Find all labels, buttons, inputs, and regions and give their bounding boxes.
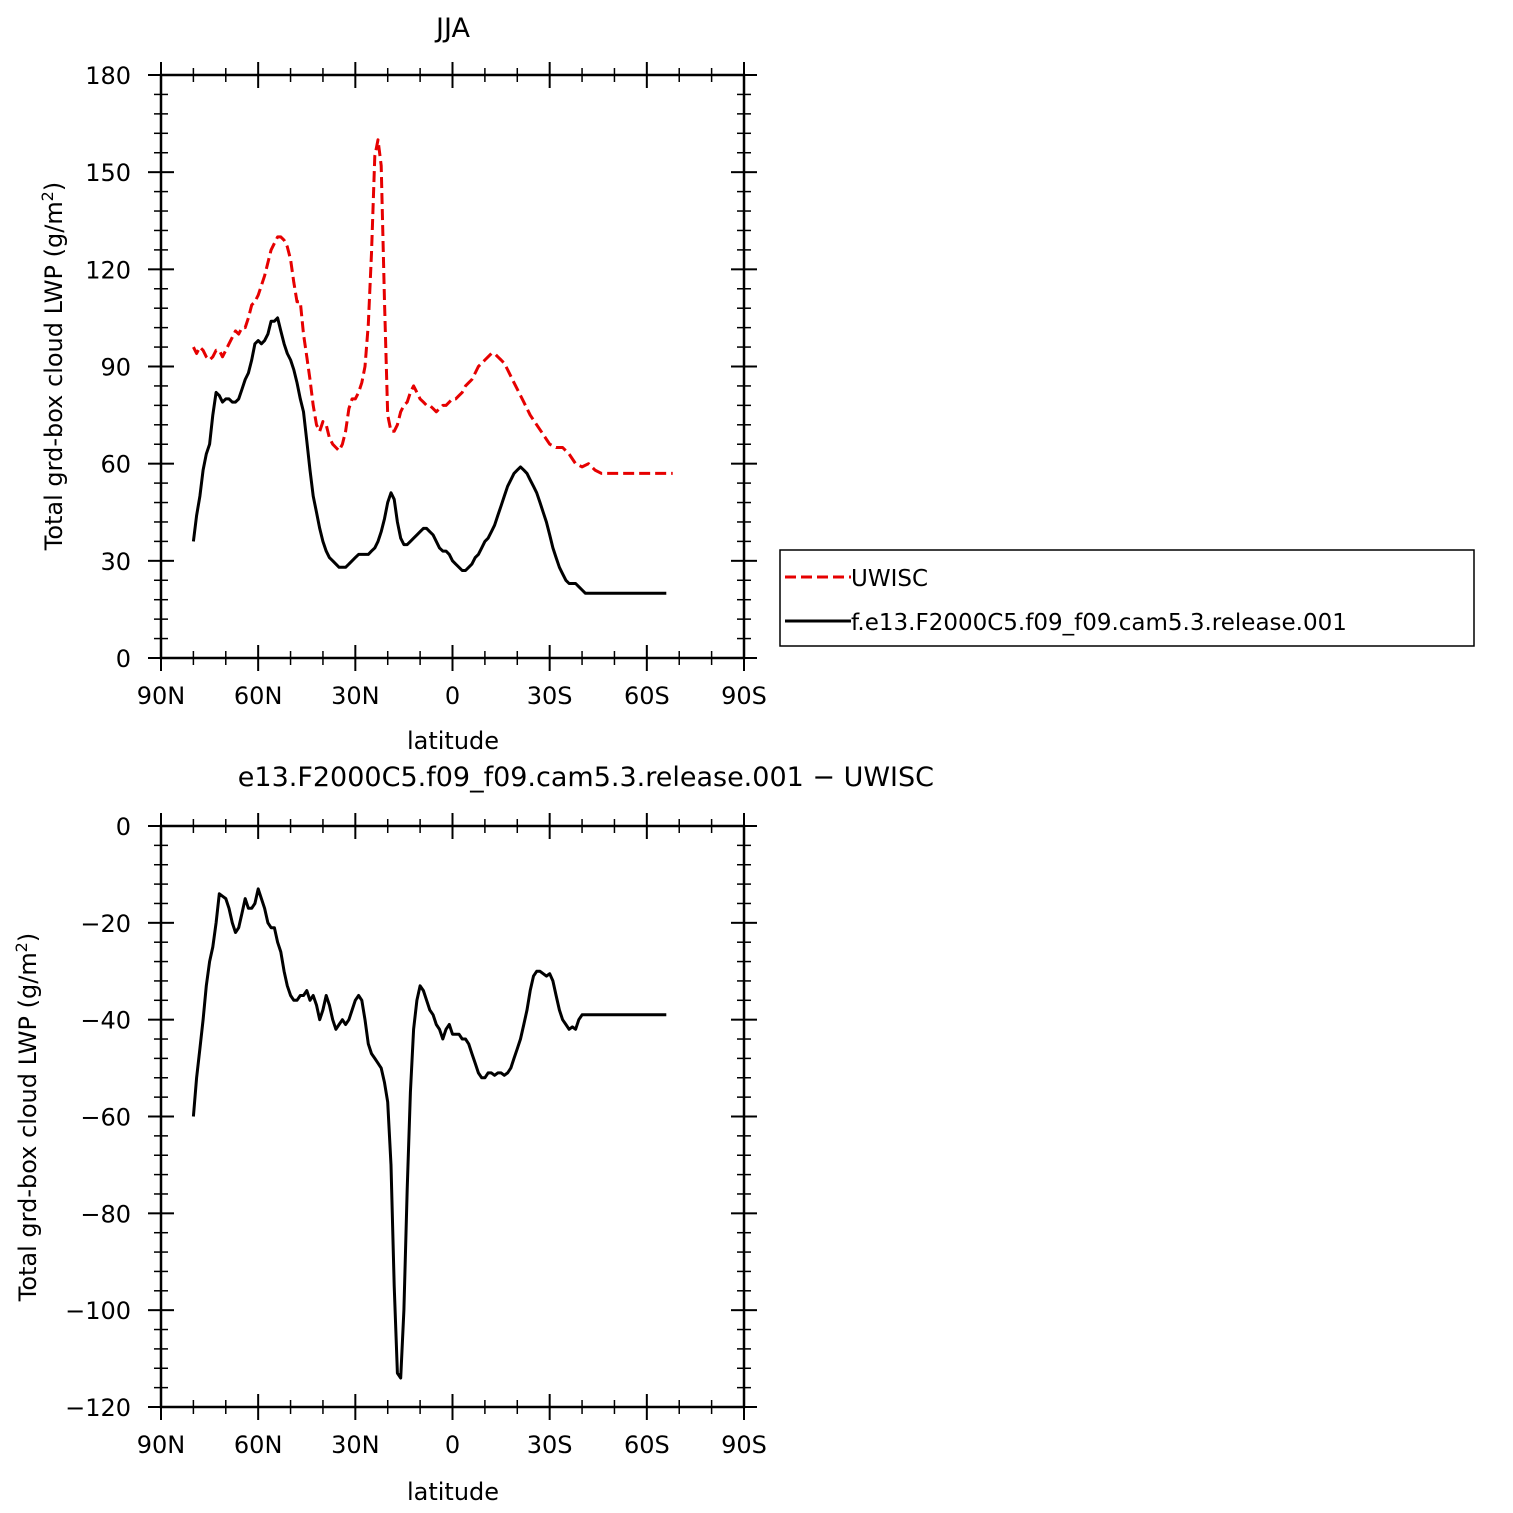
- top-chart-x-tick-label: 0: [445, 682, 460, 710]
- bottom-chart-series-line-0: [191, 887, 667, 1380]
- bottom-chart-x-tick-label: 60N: [234, 1431, 283, 1459]
- bottom-chart-y-axis-title-sup: 2: [12, 942, 31, 952]
- bottom-chart-x-tick-label: 60S: [624, 1431, 670, 1459]
- top-chart-y-tick-label: 0: [116, 645, 131, 673]
- top-chart-x-tick-label: 90S: [721, 682, 767, 710]
- top-chart-legend: UWISC f.e13.F2000C5.f09_f09.cam5.3.relea…: [779, 549, 1475, 647]
- bottom-chart-x-axis-title: latitude: [407, 1478, 499, 1506]
- top-chart-x-tick-label: 60N: [234, 682, 283, 710]
- bottom-chart-title: e13.F2000C5.f09_f09.cam5.3.release.001 −…: [238, 762, 934, 793]
- top-chart-x-tick-label: 90N: [137, 682, 186, 710]
- bottom-chart-y-tick-label: −100: [65, 1297, 131, 1325]
- bottom-chart-y-axis-title-end: ): [14, 933, 42, 942]
- bottom-chart-x-tick-label: 90S: [721, 1431, 767, 1459]
- bottom-chart-x-tick-label: 30N: [331, 1431, 380, 1459]
- bottom-chart-y-tick-label: −60: [80, 1104, 131, 1132]
- bottom-chart-y-tick-label: −120: [65, 1394, 131, 1422]
- top-chart-series-line-1: [191, 316, 667, 595]
- bottom-chart-x-tick-label: 0: [445, 1431, 460, 1459]
- legend-box: [779, 549, 1475, 647]
- top-chart-ticks: 90N 60N 30N 0 30S 60S 90S 0 30 60 90 120 150 180: [85, 62, 767, 710]
- bottom-chart-x-tick-label: 30S: [527, 1431, 573, 1459]
- top-chart-series-line-0: [192, 138, 673, 475]
- top-chart-plot-frame: [159, 73, 746, 660]
- bottom-chart-ticks: 90N 60N 30N 0 30S 60S 90S 0 −20 −40 −60 −80 −100 −120: [65, 813, 767, 1459]
- top-chart-y-tick-label: 180: [85, 62, 131, 90]
- top-chart-title: JJA: [434, 13, 470, 44]
- legend-label-uwisc: UWISC: [851, 566, 928, 592]
- bottom-chart-plot-frame: [159, 824, 746, 1409]
- top-chart-x-tick-label: 30N: [331, 682, 380, 710]
- top-chart-y-tick-label: 30: [100, 548, 131, 576]
- bottom-chart-y-axis-title: Total grd-box cloud LWP (g/m2): [12, 933, 42, 1303]
- bottom-chart-y-tick-label: −80: [80, 1200, 131, 1228]
- top-chart-y-tick-label: 60: [100, 451, 131, 479]
- top-chart-x-tick-label: 30S: [527, 682, 573, 710]
- top-chart-y-tick-label: 150: [85, 159, 131, 187]
- top-chart-y-axis-title: Total grd-box cloud LWP (g/m2): [38, 182, 68, 552]
- bottom-chart: e13.F2000C5.f09_f09.cam5.3.release.001 −…: [12, 762, 934, 1506]
- top-chart-y-axis-title-end: ): [40, 182, 68, 191]
- top-chart-y-axis-title-main: Total grd-box cloud LWP (g/m: [40, 201, 68, 551]
- bottom-chart-y-tick-label: −40: [80, 1007, 131, 1035]
- top-chart-y-tick-label: 120: [85, 256, 131, 284]
- top-chart-y-axis-title-sup: 2: [38, 191, 57, 201]
- bottom-chart-y-tick-label: −20: [80, 910, 131, 938]
- bottom-chart-series: [191, 887, 667, 1380]
- top-chart: JJA 90N 60N 30N 0 30S 60S 90S0306090120150180 …: [38, 13, 1475, 755]
- top-chart-x-axis-title: latitude: [407, 727, 499, 755]
- top-chart-series: [191, 138, 673, 595]
- top-chart-x-tick-label: 60S: [624, 682, 670, 710]
- bottom-chart-y-axis-title-main: Total grd-box cloud LWP (g/m: [14, 952, 42, 1302]
- bottom-chart-y-tick-label: 0: [116, 813, 131, 841]
- top-chart-y-tick-label: 90: [100, 354, 131, 382]
- legend-label-model: f.e13.F2000C5.f09_f09.cam5.3.release.001: [851, 610, 1347, 636]
- bottom-chart-x-tick-label: 90N: [137, 1431, 186, 1459]
